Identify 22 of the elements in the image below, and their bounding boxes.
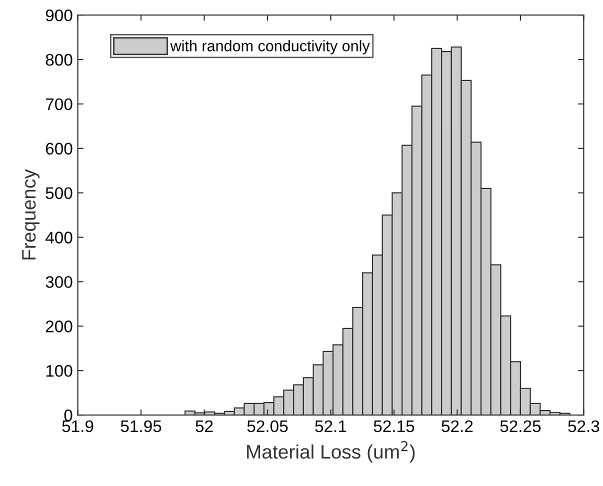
x-tick-label: 52.25: [500, 420, 541, 432]
y-tick-label: 600: [46, 142, 72, 155]
y-tick-label: 400: [46, 232, 72, 244]
x-tick-label: 51.95: [120, 420, 162, 432]
y-axis-title: Frequency: [22, 169, 40, 260]
x-tick-label: 52.2: [442, 420, 473, 432]
x-tick-label: 52.05: [247, 420, 288, 432]
x-tick-label: 52.1: [315, 420, 346, 432]
y-tick-label: 500: [46, 187, 72, 200]
x-tick-label: 52.3: [568, 420, 600, 432]
x-tick-label: 52.15: [374, 420, 414, 432]
x-tick-label: 51.9: [62, 420, 94, 432]
x-tick-label: 52: [196, 420, 213, 432]
y-tick-label: 0: [64, 409, 72, 422]
y-tick-label: 200: [46, 320, 72, 332]
y-tick-label: 100: [46, 365, 72, 377]
y-tick-label: 800: [46, 54, 72, 66]
y-tick-label: 900: [46, 9, 72, 22]
legend-label: with random conductivity only: [170, 40, 370, 54]
y-tick-label: 300: [46, 276, 72, 288]
x-axis-title: Material Loss (um$^{2}$): [247, 440, 415, 463]
y-tick-label: 700: [46, 98, 72, 110]
